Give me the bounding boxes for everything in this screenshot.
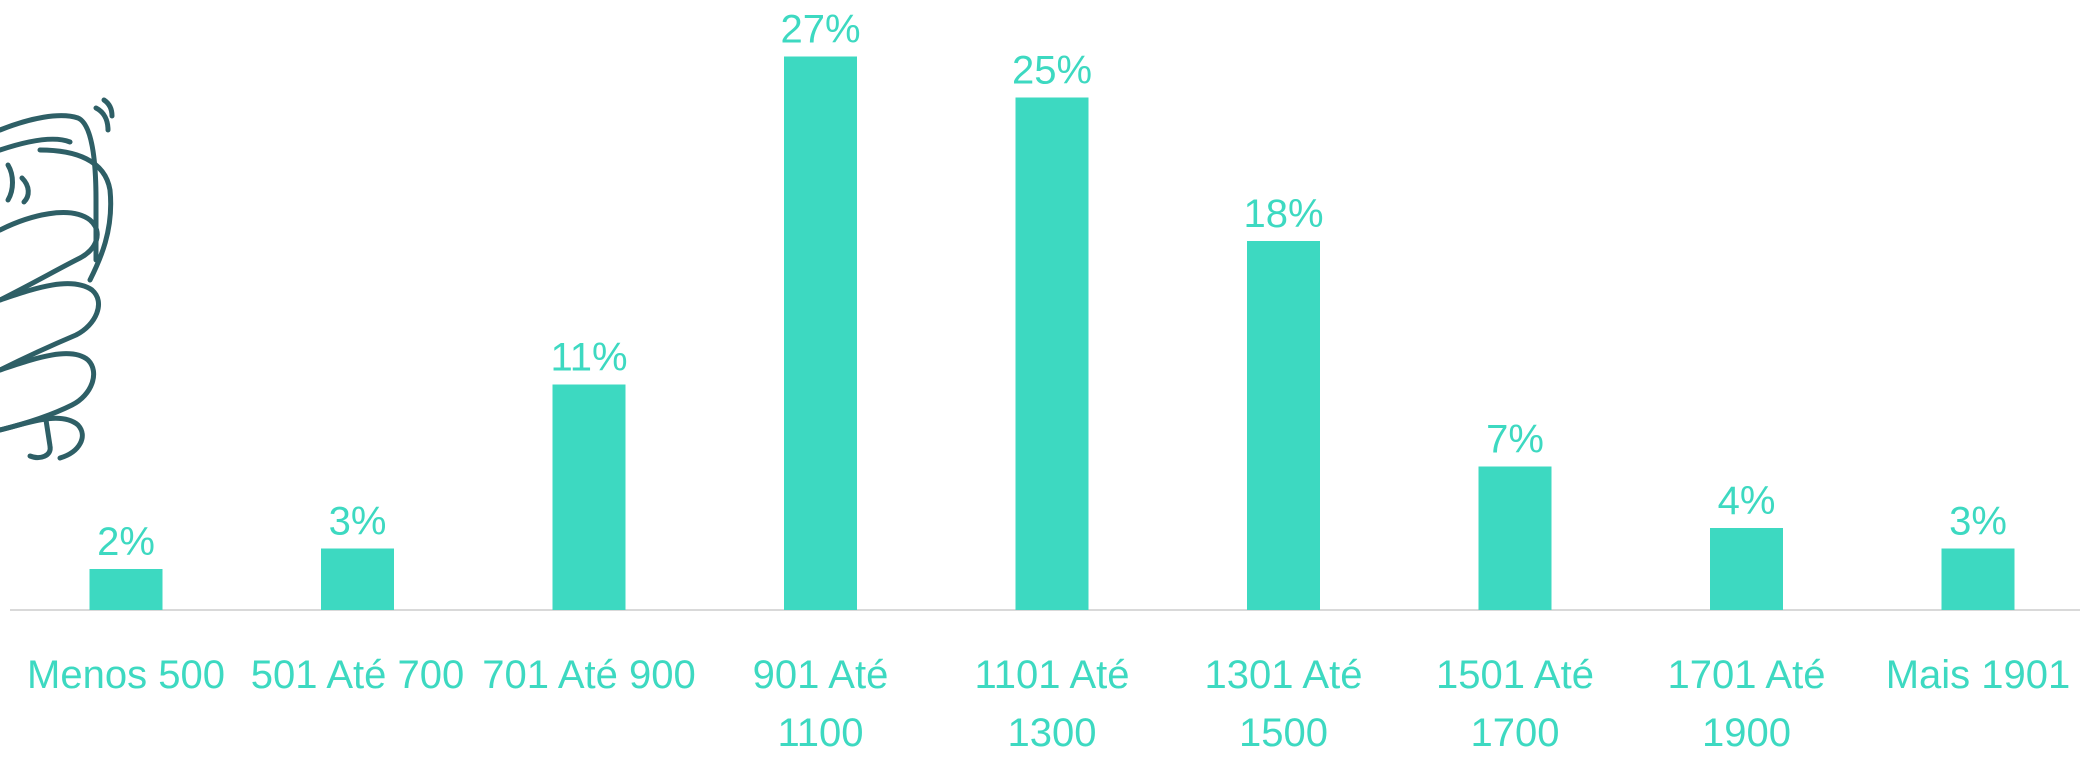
value-label: 25% — [1012, 49, 1092, 93]
value-label: 3% — [1949, 500, 2007, 544]
bar — [1247, 241, 1320, 610]
bar — [1710, 528, 1783, 610]
bar — [1016, 98, 1089, 611]
x-tick-label: Mais 1901 — [1866, 646, 2080, 704]
bar — [90, 569, 163, 610]
value-label: 11% — [550, 336, 627, 380]
bar — [553, 385, 626, 611]
x-tick-label: 901 Até 1100 — [709, 646, 933, 762]
x-tick-label: 1301 Até 1500 — [1172, 646, 1396, 762]
x-tick-label: 1101 Até 1300 — [940, 646, 1164, 762]
value-label: 27% — [780, 8, 860, 52]
x-tick-label: 1501 Até 1700 — [1403, 646, 1627, 762]
x-tick-label: 1701 Até 1900 — [1635, 646, 1859, 762]
x-tick-label: Menos 500 — [14, 646, 238, 704]
value-label: 3% — [329, 500, 387, 544]
value-label: 4% — [1718, 479, 1776, 523]
bar — [1479, 467, 1552, 611]
bar — [321, 549, 394, 611]
value-label: 7% — [1486, 418, 1544, 462]
bar — [784, 57, 857, 611]
money-illustration — [0, 100, 112, 458]
x-tick-label: 701 Até 900 — [477, 646, 701, 704]
chart-canvas: 2% 3% 11% 27% 25% 18% 7% 4% 3% — [0, 0, 2080, 748]
value-label: 2% — [97, 520, 155, 564]
value-label: 18% — [1243, 192, 1323, 236]
x-tick-label: 501 Até 700 — [246, 646, 470, 704]
chart: 2% 3% 11% 27% 25% 18% 7% 4% 3% Menos 500501 Até … — [0, 0, 2080, 748]
bar — [1942, 549, 2015, 611]
